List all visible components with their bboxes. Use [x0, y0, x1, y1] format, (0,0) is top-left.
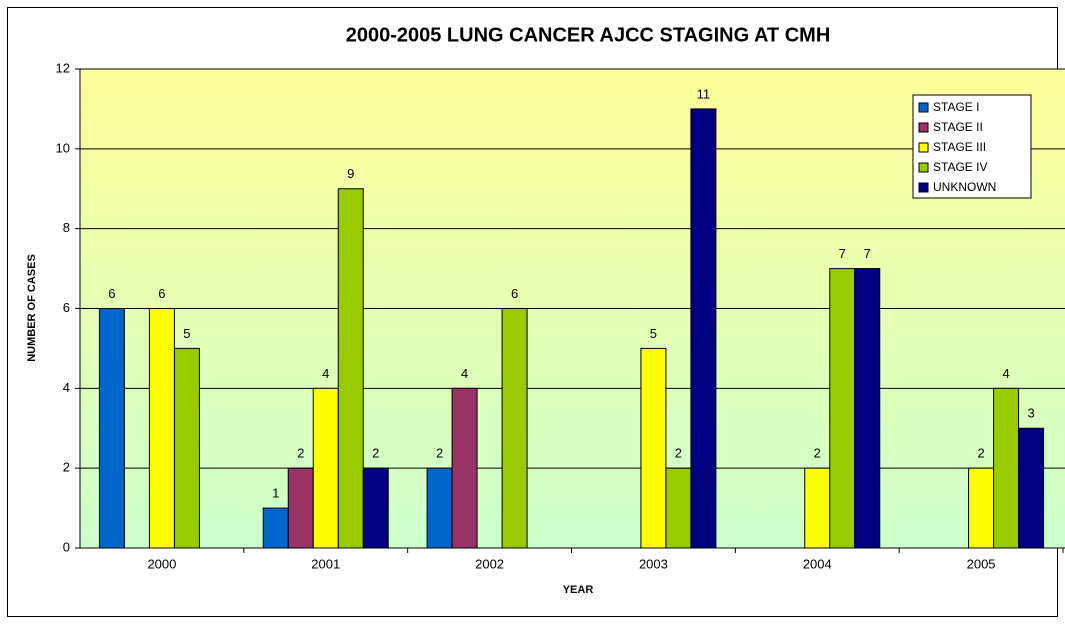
data-label: 2 [297, 446, 304, 461]
data-label: 2 [372, 446, 379, 461]
data-label: 11 [697, 86, 711, 101]
legend-label: STAGE III [933, 140, 986, 154]
legend-label: STAGE IV [933, 160, 987, 174]
legend-box [912, 94, 1032, 199]
bar [287, 467, 314, 549]
data-label: 6 [511, 286, 518, 301]
data-label: 4 [322, 366, 329, 381]
x-tick-label: 2001 [311, 556, 340, 571]
data-label: 2 [977, 446, 984, 461]
legend-label: STAGE I [933, 100, 979, 114]
bar [148, 308, 175, 549]
bar [98, 308, 125, 549]
bar [690, 108, 717, 549]
y-tick-label: 4 [63, 380, 70, 395]
data-label: 2 [436, 446, 443, 461]
y-tick-label: 0 [63, 539, 70, 554]
legend-label: STAGE II [933, 120, 983, 134]
y-tick-label: 2 [63, 460, 70, 475]
chart-title: 2000-2005 LUNG CANCER AJCC STAGING AT CM… [346, 24, 831, 46]
data-label: 4 [1002, 366, 1009, 381]
data-label: 4 [461, 366, 468, 381]
bar [1018, 427, 1045, 549]
legend-swatch [918, 182, 929, 193]
data-label: 6 [158, 286, 165, 301]
y-tick-label: 6 [63, 300, 70, 315]
bar [993, 387, 1020, 549]
data-label: 5 [183, 326, 190, 341]
bar [451, 387, 478, 549]
legend-label: UNKNOWN [933, 180, 996, 194]
bar [312, 387, 339, 549]
bar [640, 347, 667, 549]
data-label: 2 [814, 446, 821, 461]
bar [173, 347, 200, 549]
bar [829, 268, 856, 549]
bar [426, 467, 453, 549]
y-tick-label: 12 [56, 60, 70, 75]
legend-swatch [918, 142, 929, 153]
y-axis-title: NUMBER OF CASES [26, 254, 38, 362]
x-tick-label: 2000 [147, 556, 176, 571]
bar [968, 467, 995, 549]
legend-swatch [918, 102, 929, 113]
x-tick-label: 2002 [475, 556, 504, 571]
legend-swatch [918, 122, 929, 133]
bar [337, 188, 364, 549]
data-label: 1 [272, 486, 279, 501]
data-label: 2 [675, 446, 682, 461]
x-tick-label: 2005 [967, 556, 996, 571]
data-label: 3 [1027, 406, 1034, 421]
y-tick-label: 10 [56, 140, 70, 155]
data-label: 7 [839, 246, 846, 261]
data-label: 9 [347, 166, 354, 181]
bar [362, 467, 389, 549]
data-label: 7 [864, 246, 871, 261]
bar [804, 467, 831, 549]
bar [501, 308, 528, 549]
x-axis-title: YEAR [563, 584, 594, 596]
bar [854, 268, 881, 549]
bar [262, 507, 289, 549]
x-tick-label: 2004 [803, 556, 832, 571]
y-tick-label: 8 [63, 220, 70, 235]
legend-swatch [918, 162, 929, 173]
bar [665, 467, 692, 549]
data-label: 5 [650, 326, 657, 341]
x-tick-label: 2003 [639, 556, 668, 571]
data-label: 6 [108, 286, 115, 301]
